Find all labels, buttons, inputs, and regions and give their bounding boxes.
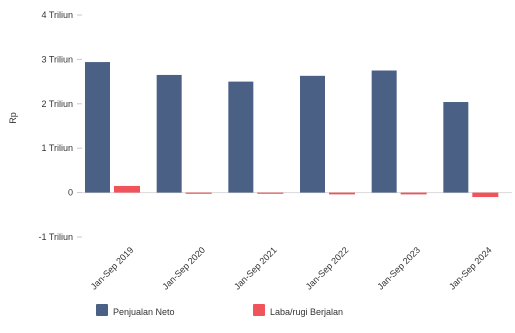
bar-laba-rugi-berjalan <box>114 185 140 193</box>
x-tick-label: Jan-Sep 2024 <box>447 245 494 292</box>
bar-penjualan-neto <box>371 70 397 193</box>
y-tick-label: -1 Triliun <box>38 232 73 242</box>
y-axis-title: Rp <box>8 112 18 124</box>
legend-label-penjualan-neto: Penjualan Neto <box>113 307 175 317</box>
x-tick-label: Jan-Sep 2023 <box>375 245 422 292</box>
bar-penjualan-neto <box>443 102 469 193</box>
x-tick-label: Jan-Sep 2019 <box>89 245 136 292</box>
legend-label-laba-rugi-berjalan: Laba/rugi Berjalan <box>270 307 343 317</box>
bar-penjualan-neto <box>156 74 182 193</box>
bar-laba-rugi-berjalan <box>185 192 212 194</box>
bar-laba-rugi-berjalan <box>400 192 427 195</box>
y-tick-label: 4 Triliun <box>41 10 73 20</box>
x-tick-label: Jan-Sep 2022 <box>304 245 351 292</box>
bar-laba-rugi-berjalan <box>329 192 355 195</box>
x-tick-label: Jan-Sep 2021 <box>232 245 279 292</box>
y-tick-label: 3 Triliun <box>41 54 73 64</box>
bar-laba-rugi-berjalan <box>472 192 499 198</box>
y-tick-label: 0 <box>68 188 73 198</box>
y-tick-label: 1 Triliun <box>41 143 73 153</box>
bar-penjualan-neto <box>300 75 325 193</box>
x-tick-label: Jan-Sep 2020 <box>160 245 207 292</box>
legend-swatch-penjualan-neto <box>96 304 108 316</box>
bar-laba-rugi-berjalan <box>257 192 284 194</box>
bar-penjualan-neto <box>85 62 110 193</box>
y-tick-label: 2 Triliun <box>41 99 73 109</box>
legend-swatch-laba-rugi-berjalan <box>253 304 265 316</box>
bar-penjualan-neto <box>228 81 254 193</box>
